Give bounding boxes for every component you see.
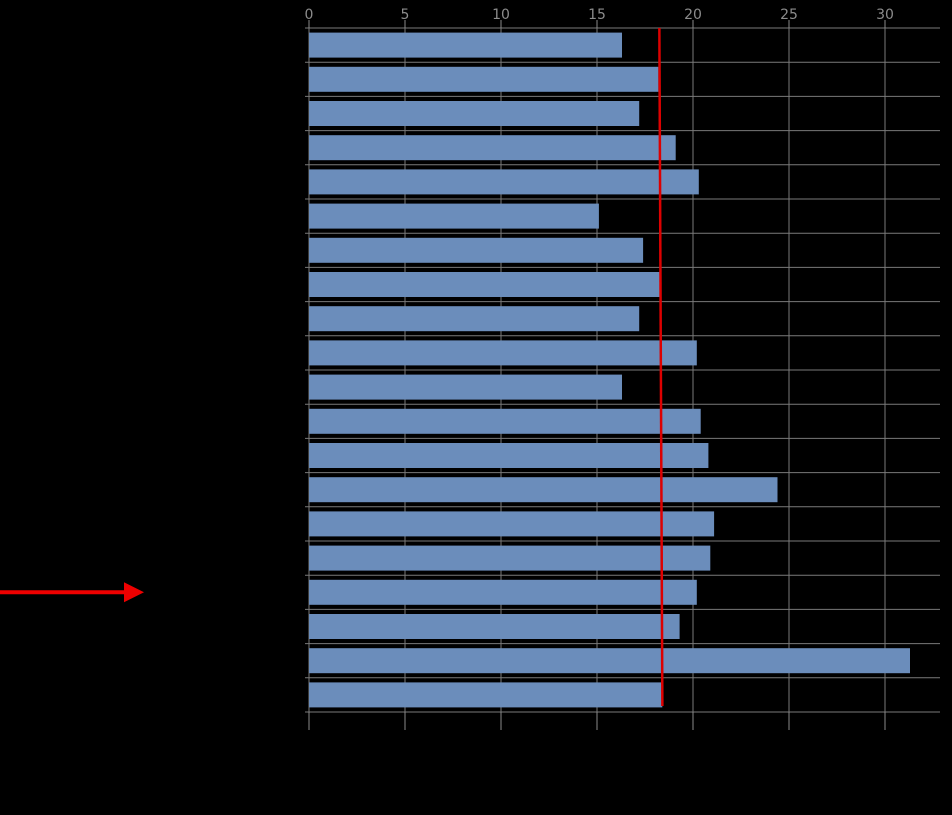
bar <box>309 408 701 434</box>
bar <box>309 614 680 639</box>
grid <box>305 27 940 713</box>
bar <box>309 66 659 92</box>
x-tick-label: 20 <box>684 7 702 23</box>
x-tick-label: 30 <box>876 7 894 23</box>
reference-line-group <box>658 27 664 707</box>
bar <box>309 648 910 674</box>
bars <box>309 32 910 708</box>
bar <box>309 374 622 400</box>
x-tick-label: 25 <box>780 7 798 23</box>
bar <box>309 203 599 229</box>
bar <box>309 135 676 161</box>
x-tick-label: 10 <box>492 7 510 23</box>
bar <box>309 443 709 468</box>
bar <box>309 272 661 297</box>
x-tick-label: 0 <box>305 7 314 23</box>
reference-line <box>658 27 664 707</box>
annotation-arrow-head <box>124 582 144 603</box>
x-tick-label: 5 <box>401 7 410 23</box>
bar <box>309 682 663 708</box>
bar <box>309 477 778 503</box>
bar <box>309 237 644 263</box>
bar <box>309 169 699 195</box>
bar <box>309 306 640 332</box>
bar <box>309 32 622 58</box>
bar <box>309 340 697 366</box>
x-tick-label: 15 <box>588 7 606 23</box>
bar <box>309 579 697 605</box>
x-axis: 0 5 10 15 20 25 30 <box>305 7 894 730</box>
bar <box>309 101 640 126</box>
bar <box>309 511 715 537</box>
bar <box>309 545 711 571</box>
annotation-group <box>0 582 144 603</box>
